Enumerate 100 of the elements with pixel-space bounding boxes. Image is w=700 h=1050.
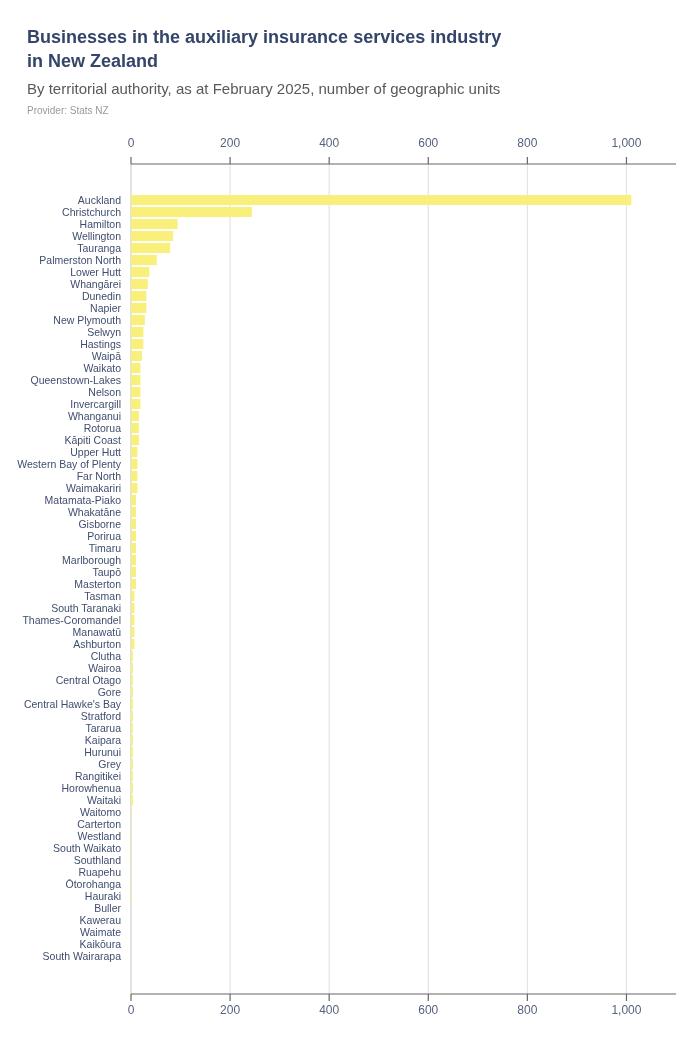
y-tick-label: Upper Hutt [70, 445, 122, 458]
bar [131, 543, 136, 553]
bar [131, 291, 147, 301]
y-tick-label: Grey [98, 757, 122, 770]
y-tick-label: Hamilton [79, 217, 122, 230]
y-tick-label: Kaipara [84, 733, 122, 746]
bar [131, 267, 150, 277]
y-tick-label: South Taranaki [51, 601, 121, 614]
y-tick-label: Rangitikei [74, 769, 121, 782]
y-tick-label: Auckland [77, 193, 122, 206]
y-tick-label: Whanganui [67, 409, 121, 422]
y-tick-label: Southland [73, 853, 122, 866]
y-tick-label: Hastings [80, 337, 121, 350]
x2-tick-label: 0 [127, 136, 135, 150]
y-tick-label: South Wairarapa [42, 949, 122, 962]
bar [131, 231, 174, 241]
bar [131, 363, 141, 373]
x2-tick-label: 200 [220, 136, 241, 150]
y-tick-label: Hurunui [84, 745, 121, 758]
y-tick-label: Tararua [85, 721, 122, 734]
y-tick-label: Timaru [88, 541, 122, 554]
bar [131, 303, 147, 313]
bar [131, 519, 136, 529]
chart-subtitle: By territorial authority, as at February 2025, number of geographic units [27, 80, 501, 97]
y-tick-label: Kawerau [79, 913, 122, 926]
y-tick-label: Central Hawke's Bay [23, 697, 122, 710]
bar [131, 207, 252, 217]
y-tick-label: Waitaki [86, 793, 121, 806]
y-tick-label: Ashburton [73, 637, 122, 650]
x-tick-label: 400 [319, 1003, 340, 1017]
bar [131, 375, 141, 385]
y-tick-label: Nelson [88, 385, 122, 398]
y-tick-label: Stratford [80, 709, 122, 722]
y-tick-label: Tasman [84, 589, 122, 602]
y-tick-label: Gisborne [78, 517, 122, 530]
y-tick-label: Waikato [83, 361, 122, 374]
x2-tick-label: 800 [517, 136, 538, 150]
y-tick-label: Dunedin [81, 289, 122, 302]
bar [131, 399, 141, 409]
y-tick-label: Marlborough [62, 553, 122, 566]
y-tick-label: Invercargill [70, 397, 121, 410]
bar [131, 507, 136, 517]
y-tick-label: Rotorua [83, 421, 122, 434]
y-tick-label: Tauranga [77, 241, 122, 254]
text: Provider: Stats NZ [27, 105, 109, 116]
y-tick-label: Clutha [90, 649, 122, 662]
y-tick-label: Matamata-Piako [44, 493, 122, 506]
y-tick-label: Porirua [87, 529, 122, 542]
y-tick-label: Lower Hutt [70, 265, 122, 278]
bar [131, 483, 138, 493]
bar [131, 495, 136, 505]
bar [131, 459, 138, 469]
chart-title: Businesses in the auxiliary insurance services industry in New Zealand [27, 27, 502, 71]
bar [131, 555, 136, 565]
bar [131, 579, 136, 589]
bar [131, 351, 142, 361]
x2-tick-label: 1,000 [611, 136, 642, 150]
y-tick-label: Horowhenua [61, 781, 122, 794]
y-tick-label: Gore [97, 685, 122, 698]
y-tick-label: Western Bay of Plenty [17, 457, 122, 470]
y-tick-label: Ruapehu [78, 865, 122, 878]
y-tick-label: Ōtorohanga [65, 877, 122, 890]
x-tick-label: 200 [220, 1003, 241, 1017]
bar [131, 255, 157, 265]
y-tick-label: Central Otago [55, 673, 122, 686]
y-tick-label: Buller [94, 901, 122, 914]
y-tick-label: Manawatū [72, 625, 122, 638]
y-tick-label: Napier [90, 301, 122, 314]
bar [131, 471, 138, 481]
y-tick-label: Far North [76, 469, 122, 482]
bar [131, 243, 171, 253]
bar [131, 327, 144, 337]
bar [131, 423, 139, 433]
bar [131, 387, 141, 397]
x2-tick-label: 600 [418, 136, 439, 150]
bar [131, 435, 139, 445]
bar [131, 219, 178, 229]
y-tick-label: New Plymouth [53, 313, 122, 326]
y-tick-label: Kaikōura [79, 937, 122, 950]
y-tick-label: Thames-Coromandel [22, 613, 121, 626]
y-tick-label: Christchurch [62, 205, 122, 218]
x2-tick-label: 400 [319, 136, 340, 150]
y-tick-label: Hauraki [84, 889, 121, 902]
bar [131, 447, 138, 457]
bar [131, 567, 136, 577]
bar [131, 195, 632, 205]
x-tick-label: 1,000 [611, 1003, 642, 1017]
y-tick-label: Wellington [72, 229, 122, 242]
y-tick-label: Whangārei [70, 277, 121, 290]
y-tick-label: Masterton [74, 577, 122, 590]
y-tick-label: Selwyn [87, 325, 122, 338]
bar [131, 339, 144, 349]
bar [131, 315, 145, 325]
bar [131, 411, 139, 421]
y-tick-label: South Waikato [53, 841, 122, 854]
x-tick-label: 0 [127, 1003, 135, 1017]
y-tick-label: Waipā [91, 349, 122, 362]
y-tick-label: Kāpiti Coast [64, 433, 122, 446]
y-tick-label: Waitomo [79, 805, 122, 818]
y-tick-label: Waimakariri [65, 481, 121, 494]
